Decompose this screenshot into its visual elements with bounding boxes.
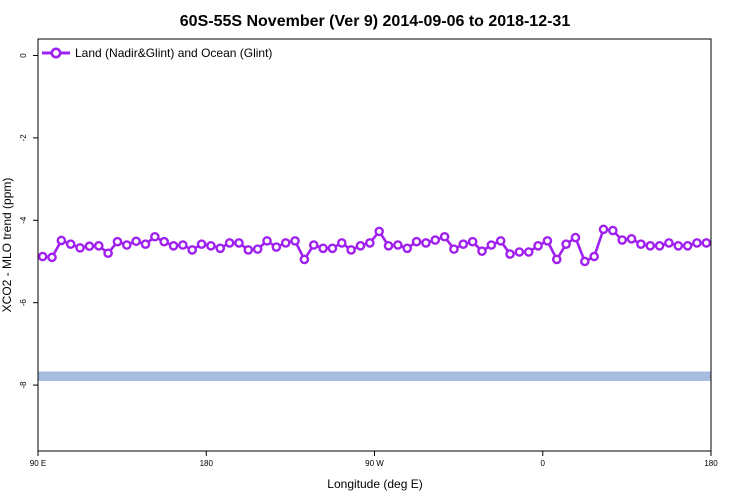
data-point — [580, 256, 590, 267]
data-point — [252, 244, 263, 254]
data-point — [150, 231, 160, 242]
data-point — [280, 238, 291, 248]
series-layer — [37, 224, 712, 267]
data-point — [402, 243, 413, 254]
data-point — [84, 241, 95, 252]
data-point — [75, 243, 85, 253]
data-point — [570, 232, 581, 243]
data-point — [682, 241, 693, 251]
data-point — [486, 240, 497, 250]
data-point — [224, 238, 235, 248]
x-tick-label: 0 — [541, 459, 546, 468]
data-point — [346, 245, 356, 255]
data-point — [411, 236, 422, 247]
data-point — [449, 244, 459, 254]
data-point — [243, 245, 254, 255]
reference-band-layer — [38, 371, 711, 381]
y-tick-label: -2 — [19, 134, 28, 142]
x-tick-label: 90 W — [365, 459, 384, 468]
data-point — [383, 241, 394, 251]
data-point — [196, 239, 207, 249]
data-point — [533, 241, 543, 251]
chart-title: 60S-55S November (Ver 9) 2014-09-06 to 2… — [180, 13, 571, 30]
data-point — [365, 238, 375, 248]
data-point — [355, 241, 366, 251]
data-point — [159, 236, 169, 247]
data-point — [187, 245, 198, 255]
data-point — [121, 240, 132, 250]
y-tick-label: -6 — [19, 299, 28, 307]
data-point — [56, 235, 67, 246]
data-point — [654, 241, 665, 251]
data-point — [262, 236, 272, 246]
data-point — [308, 240, 319, 250]
data-point — [598, 224, 609, 235]
data-point — [215, 243, 226, 254]
data-point — [542, 236, 553, 246]
data-point — [131, 236, 141, 247]
data-point — [636, 239, 646, 249]
data-point — [112, 236, 123, 247]
data-point — [467, 236, 478, 247]
y-tick-label: 0 — [19, 53, 28, 58]
data-point — [37, 251, 48, 262]
legend-entry-label: Land (Nadir&Glint) and Ocean (Glint) — [75, 46, 272, 60]
y-axis-ticks: 0 -2 -4 -6 -8 — [19, 53, 38, 389]
data-point — [561, 239, 571, 249]
data-point — [645, 241, 656, 251]
data-point — [523, 247, 534, 257]
data-point — [393, 240, 403, 250]
x-tick-label: 180 — [200, 459, 214, 468]
data-point — [234, 238, 244, 248]
y-tick-label: -8 — [19, 381, 28, 389]
y-axis-label: XCO2 - MLO trend (ppm) — [0, 178, 14, 313]
data-point — [290, 236, 300, 246]
legend-marker-swatch — [50, 47, 62, 59]
data-point — [327, 243, 338, 254]
data-point — [47, 252, 57, 263]
data-point — [421, 238, 431, 248]
data-point — [299, 254, 310, 265]
data-point — [206, 241, 216, 251]
data-point — [505, 249, 515, 259]
x-axis-label: Longitude (deg E) — [327, 477, 422, 491]
data-point — [65, 239, 76, 249]
x-axis-ticks: 90 E 180 90 W 0 180 — [30, 451, 718, 468]
data-point — [692, 238, 702, 248]
data-point — [608, 225, 618, 236]
data-point — [103, 248, 113, 259]
data-point — [318, 243, 328, 254]
x-tick-label: 180 — [704, 459, 718, 468]
data-point — [168, 241, 179, 251]
data-point — [140, 239, 151, 249]
legend: Land (Nadir&Glint) and Ocean (Glint) — [42, 46, 272, 60]
data-point — [495, 236, 506, 246]
data-point — [589, 251, 599, 262]
data-point — [626, 234, 637, 244]
data-point — [551, 254, 562, 265]
data-point — [93, 241, 104, 251]
data-point — [477, 246, 487, 256]
x-tick-label: 90 E — [30, 459, 46, 468]
data-point — [701, 238, 712, 248]
data-point — [458, 239, 469, 249]
data-point — [374, 226, 384, 237]
reference-band — [38, 371, 711, 381]
data-point — [439, 231, 450, 242]
y-tick-label: -4 — [19, 216, 28, 224]
data-point — [664, 238, 674, 248]
data-point — [673, 241, 684, 251]
data-point — [430, 235, 441, 245]
data-point — [514, 247, 525, 257]
data-point — [271, 242, 282, 252]
data-point — [617, 235, 628, 245]
data-point — [336, 238, 347, 248]
data-point — [178, 240, 188, 250]
